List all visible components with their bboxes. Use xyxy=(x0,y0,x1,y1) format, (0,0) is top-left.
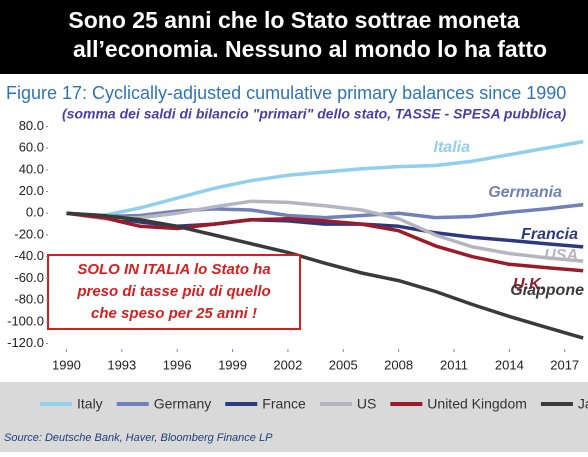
legend-label: US xyxy=(357,396,376,412)
y-tick-label: 20.0 xyxy=(19,183,44,198)
source: Source: Deutsche Bank, Haver, Bloomberg … xyxy=(4,432,273,444)
x-tick-label: 1996 xyxy=(163,357,192,372)
series-line xyxy=(66,199,584,263)
headline: Sono 25 anni che lo Stato sottrae moneta xyxy=(68,7,519,33)
series-label: Francia xyxy=(521,226,578,243)
note: che speso per 25 anni ! xyxy=(91,305,257,322)
series-label: USA xyxy=(544,247,578,264)
headline: all’economia. Nessuno al mondo lo ha fat… xyxy=(73,36,547,62)
x-tick-label: 2008 xyxy=(384,357,413,372)
footer-band xyxy=(0,382,588,452)
y-tick-label: -60.0 xyxy=(14,270,44,285)
series-line xyxy=(66,211,584,340)
y-tick-label: -80.0 xyxy=(14,292,44,307)
note: preso di tasse più di quello xyxy=(76,283,270,300)
y-tick-label: -120.0 xyxy=(7,335,44,350)
series-label: Germania xyxy=(488,184,562,201)
series-label: Giappone xyxy=(510,282,584,299)
series-label: U.K. xyxy=(513,276,545,293)
series-line xyxy=(66,139,584,218)
x-tick-label: 2002 xyxy=(273,357,302,372)
legend-label: Italy xyxy=(77,396,103,412)
y-tick-label: 80.0 xyxy=(19,118,44,133)
x-tick-label: 2011 xyxy=(440,357,468,372)
x-tick-label: 1999 xyxy=(218,357,247,372)
y-tick-label: 40.0 xyxy=(19,161,44,176)
subtitle: (somma dei saldi di bilancio "primari" d… xyxy=(62,106,566,122)
x-tick-label: 2005 xyxy=(329,357,358,372)
legend-label: United Kingdom xyxy=(427,396,527,412)
y-tick-label: -40.0 xyxy=(14,248,44,263)
y-tick-label: 60.0 xyxy=(19,140,44,155)
y-tick-label: 0.0 xyxy=(26,205,44,220)
x-tick-label: 1990 xyxy=(52,357,81,372)
x-tick-label: 2017 xyxy=(550,357,579,372)
series-line xyxy=(66,202,584,220)
note-box xyxy=(47,254,301,330)
header-band xyxy=(0,0,588,74)
legend-label: France xyxy=(262,396,306,412)
y-tick-label: -20.0 xyxy=(14,226,44,241)
series-label: Italia xyxy=(434,139,471,156)
series-line xyxy=(66,211,584,273)
figure-title: Figure 17: Cyclically-adjusted cumulativ… xyxy=(6,83,566,103)
y-tick-label: -100.0 xyxy=(7,313,44,328)
x-tick-label: 2014 xyxy=(495,357,524,372)
legend-label: Germany xyxy=(154,396,212,412)
x-tick-label: 1993 xyxy=(107,357,136,372)
note: SOLO IN ITALIA lo Stato ha xyxy=(77,261,270,278)
legend-label: Japan xyxy=(578,396,588,412)
